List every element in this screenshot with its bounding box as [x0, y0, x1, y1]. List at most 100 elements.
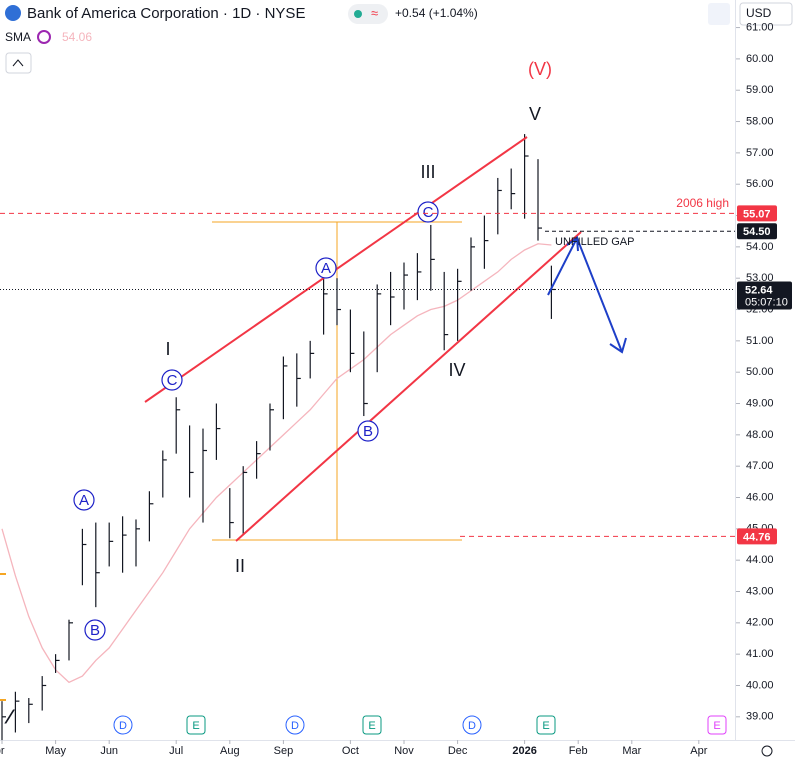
y-tick-label: 61.00	[746, 21, 774, 33]
settings-icon[interactable]	[761, 745, 773, 757]
x-tick-label: Sep	[274, 745, 294, 757]
wave-label: II	[235, 556, 245, 576]
event-badge[interactable]	[362, 715, 382, 735]
y-tick-label: 60.00	[746, 53, 774, 65]
sma-line	[1, 243, 552, 684]
y-tick-label: 47.00	[746, 460, 774, 472]
x-tick-label: Aug	[220, 745, 240, 757]
circle	[357, 420, 379, 442]
subwave-label: C	[167, 372, 178, 389]
subwave-label: A	[321, 260, 331, 277]
arrow-head	[566, 236, 579, 252]
header: Bank of America Corporation · 1D · NYSE …	[5, 2, 793, 74]
price-badge-label: 55.07	[743, 208, 771, 220]
circle	[315, 257, 337, 279]
event-label: D	[119, 720, 127, 732]
x-tick-label: Apr	[690, 745, 707, 757]
note: UNFILLED GAP	[555, 236, 634, 248]
price-badge	[737, 223, 777, 240]
subwave-label: B	[90, 622, 100, 639]
x-tick-label: Jun	[100, 745, 118, 757]
x-tick-label: Nov	[394, 745, 414, 757]
x-tick-label: Oct	[342, 745, 359, 757]
event-label: E	[542, 720, 549, 732]
circle	[73, 489, 95, 511]
subwave-label: A	[79, 492, 89, 509]
event-badge[interactable]	[113, 715, 133, 735]
event-badge[interactable]	[462, 715, 482, 735]
x-tick-label: 2026	[512, 745, 536, 757]
y-tick-label: 42.00	[746, 617, 774, 629]
countdown: 05:07:10	[745, 296, 788, 308]
indicator-name: SMA	[5, 30, 31, 44]
events: D E D E D E E	[113, 715, 727, 735]
arrow-head	[609, 337, 627, 354]
x-tick-label: Feb	[569, 745, 588, 757]
price-badge-label: 44.76	[743, 531, 771, 543]
y-tick-label: 46.00	[746, 491, 774, 503]
wave-label: (V)	[528, 59, 552, 79]
x-tick-label: Apr	[0, 745, 5, 757]
indicator-icon[interactable]	[37, 30, 51, 44]
y-tick-label: 39.00	[746, 711, 774, 723]
y-tick-label: 50.00	[746, 366, 774, 378]
status-icon: ≈	[371, 5, 378, 20]
channel-line	[235, 231, 582, 542]
y-tick-label: 58.00	[746, 115, 774, 127]
y-tick-label: 57.00	[746, 147, 774, 159]
symbol-title: Bank of America Corporation · 1D · NYSE	[27, 5, 305, 22]
y-tick-label: 41.00	[746, 648, 774, 660]
price-badge	[737, 205, 777, 222]
wave-label: IV	[448, 360, 465, 380]
currency-button[interactable]	[739, 2, 793, 26]
price-badge-label: 54.50	[743, 226, 771, 238]
event-label: E	[368, 720, 375, 732]
y-tick-label: 49.00	[746, 397, 774, 409]
last-price-label: 52.64	[745, 284, 773, 296]
x-tick-label: Mar	[622, 745, 641, 757]
currency: USD	[746, 6, 772, 20]
y-tick-label: 44.00	[746, 554, 774, 566]
collapse-button[interactable]	[5, 52, 32, 74]
event-label: E	[192, 720, 199, 732]
subwave-label: C	[423, 204, 434, 221]
price-badge	[737, 528, 777, 545]
chevron	[12, 59, 24, 67]
event-label: D	[468, 720, 476, 732]
y-tick-label: 43.00	[746, 585, 774, 597]
x-tick-label: Jul	[169, 745, 183, 757]
event-badge[interactable]	[707, 715, 727, 735]
settings-button[interactable]	[708, 3, 730, 25]
symbol-logo	[5, 5, 21, 21]
x-tick-label: May	[45, 745, 66, 757]
circle	[417, 201, 439, 223]
y-tick-label: 56.00	[746, 178, 774, 190]
event-badge[interactable]	[285, 715, 305, 735]
note: 2006 high	[676, 196, 729, 210]
x-tick-label: Dec	[448, 745, 468, 757]
event-badge[interactable]	[536, 715, 556, 735]
price-change: +0.54 (+1.04%)	[395, 6, 478, 20]
event-label: E	[713, 720, 720, 732]
wave-circles	[73, 201, 439, 641]
event-badge[interactable]	[186, 715, 206, 735]
subwave-label: B	[363, 423, 373, 440]
drawings: I II III IV V (V) A B C A B C 2006 high …	[73, 59, 729, 641]
status-pill[interactable]	[348, 4, 388, 24]
plot-area	[0, 134, 556, 740]
y-tick-label: 54.00	[746, 241, 774, 253]
projection-arrow	[547, 235, 623, 353]
y-tick-label: 59.00	[746, 84, 774, 96]
market-dot	[354, 10, 362, 18]
last-price-badge	[737, 281, 792, 310]
event-label: D	[291, 720, 299, 732]
wave-label: I	[165, 339, 170, 359]
circle	[161, 369, 183, 391]
wave-label: III	[420, 162, 435, 182]
wave-label: V	[529, 104, 541, 124]
circle	[84, 619, 106, 641]
indicator-value: 54.06	[62, 30, 92, 44]
y-tick-label: 40.00	[746, 679, 774, 691]
